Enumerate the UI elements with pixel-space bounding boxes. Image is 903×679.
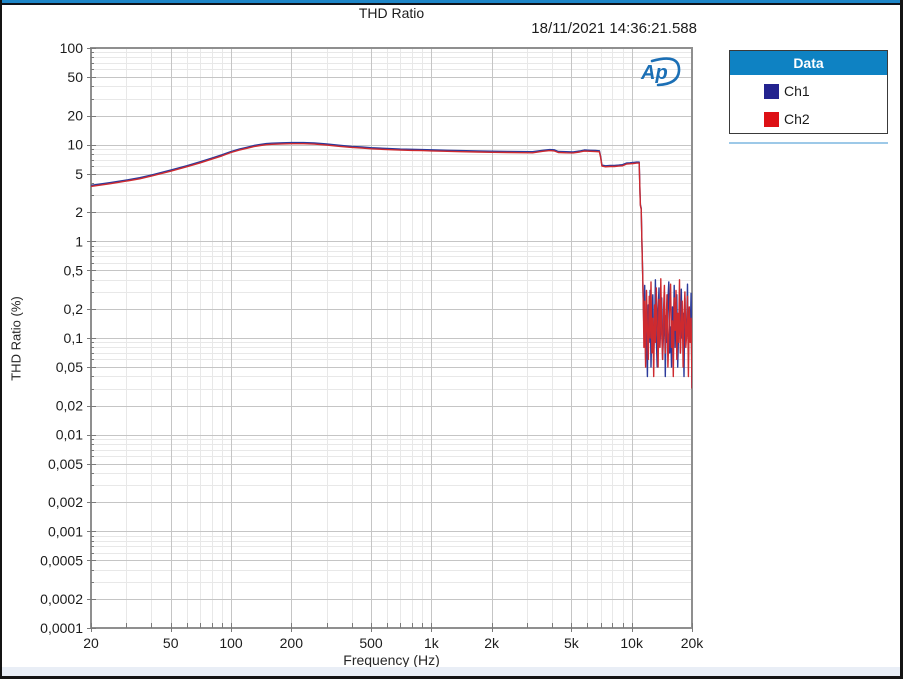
svg-text:0,2: 0,2 [64,301,84,317]
svg-text:2: 2 [75,204,83,220]
svg-text:0,5: 0,5 [64,262,84,278]
svg-text:0,002: 0,002 [48,494,83,510]
svg-text:20k: 20k [681,635,705,651]
svg-text:50: 50 [163,635,179,651]
legend-item-ch2[interactable]: Ch2 [730,105,887,133]
svg-text:0,02: 0,02 [56,398,83,414]
window-footer-strip [2,667,900,676]
svg-text:20: 20 [67,108,83,124]
x-axis-title: Frequency (Hz) [343,652,440,668]
svg-text:5: 5 [75,166,83,182]
svg-text:0,0005: 0,0005 [40,552,83,568]
svg-text:2k: 2k [484,635,500,651]
svg-text:20: 20 [83,635,99,651]
y-axis-title: THD Ratio (%) [8,296,24,381]
svg-text:0,05: 0,05 [56,359,83,375]
svg-text:1k: 1k [424,635,440,651]
curve-ch2 [91,143,692,389]
svg-text:5k: 5k [564,635,580,651]
svg-text:10: 10 [67,137,83,153]
tick-marks [87,48,693,632]
ch2-color-swatch [764,111,779,127]
tick-labels: 100 50 20 10 5 2 1 0,5 0,2 0,1 0,05 0,02 0,01 0,005 0,… [40,40,704,651]
window-top-border [2,3,900,5]
svg-text:100: 100 [60,40,84,56]
ap-logo-text: Ap [640,62,668,84]
legend-underline [729,142,888,144]
svg-text:0,0001: 0,0001 [40,620,83,636]
legend-header: Data [730,51,887,77]
svg-text:0,0002: 0,0002 [40,591,83,607]
svg-text:50: 50 [67,69,83,85]
page-title: THD Ratio [358,5,425,21]
audio-precision-logo: Ap [640,57,681,87]
svg-text:1: 1 [75,233,83,249]
window-top-accent [2,0,900,3]
legend-panel: Data Ch1 Ch2 [729,50,888,134]
ch1-color-swatch [764,83,779,99]
svg-text:10k: 10k [620,635,644,651]
svg-text:200: 200 [280,635,304,651]
legend-item-ch1[interactable]: Ch1 [730,77,887,105]
measurement-timestamp: 18/11/2021 14:36:21.588 [531,20,697,37]
svg-text:500: 500 [359,635,383,651]
svg-text:0,01: 0,01 [56,427,83,443]
svg-text:100: 100 [219,635,243,651]
ch1-label: Ch1 [784,83,810,99]
ch2-label: Ch2 [784,111,810,127]
svg-text:0,1: 0,1 [64,330,84,346]
svg-text:0,001: 0,001 [48,523,83,539]
svg-text:0,005: 0,005 [48,456,83,472]
